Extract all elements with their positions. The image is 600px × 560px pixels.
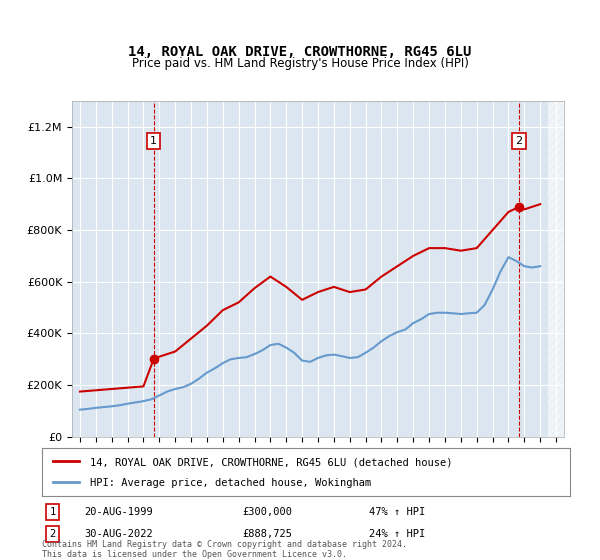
Text: Price paid vs. HM Land Registry's House Price Index (HPI): Price paid vs. HM Land Registry's House …	[131, 57, 469, 70]
Text: 2: 2	[49, 529, 56, 539]
Text: 1: 1	[150, 136, 157, 146]
Text: 30-AUG-2022: 30-AUG-2022	[84, 529, 153, 539]
Text: 14, ROYAL OAK DRIVE, CROWTHORNE, RG45 6LU (detached house): 14, ROYAL OAK DRIVE, CROWTHORNE, RG45 6L…	[89, 458, 452, 467]
Text: 20-AUG-1999: 20-AUG-1999	[84, 507, 153, 517]
Text: 47% ↑ HPI: 47% ↑ HPI	[370, 507, 425, 517]
Text: HPI: Average price, detached house, Wokingham: HPI: Average price, detached house, Woki…	[89, 478, 371, 488]
Text: 24% ↑ HPI: 24% ↑ HPI	[370, 529, 425, 539]
Text: 1: 1	[49, 507, 56, 517]
Text: Contains HM Land Registry data © Crown copyright and database right 2024.
This d: Contains HM Land Registry data © Crown c…	[42, 540, 407, 559]
Text: £888,725: £888,725	[242, 529, 293, 539]
Text: 14, ROYAL OAK DRIVE, CROWTHORNE, RG45 6LU: 14, ROYAL OAK DRIVE, CROWTHORNE, RG45 6L…	[128, 45, 472, 59]
Text: £300,000: £300,000	[242, 507, 293, 517]
Text: 2: 2	[515, 136, 522, 146]
Bar	[548, 101, 564, 437]
